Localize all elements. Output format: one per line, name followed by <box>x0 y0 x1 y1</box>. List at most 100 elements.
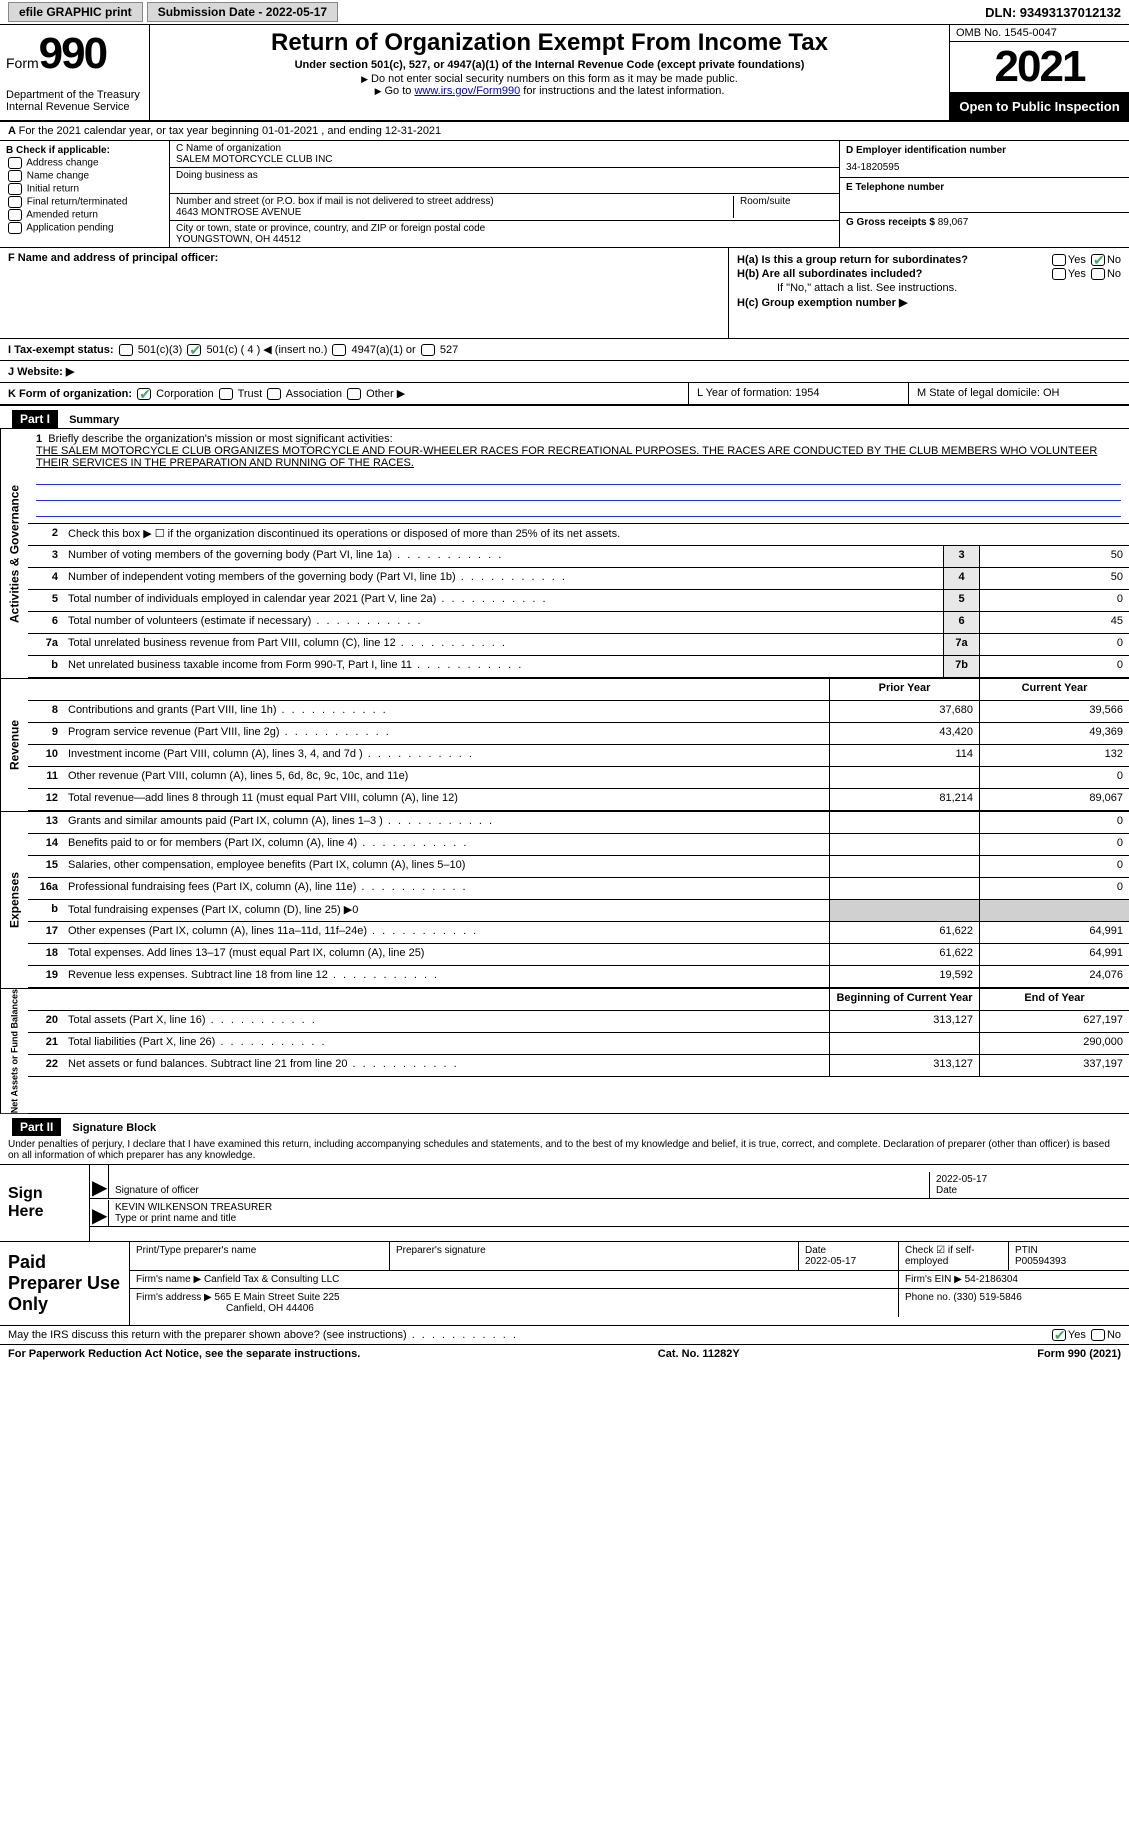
amended-return-label: Amended return <box>26 210 98 221</box>
name-change-checkbox[interactable] <box>8 170 22 182</box>
netassets-vtab: Net Assets or Fund Balances <box>0 989 28 1113</box>
line10-curr: 132 <box>979 745 1129 766</box>
line9-prior: 43,420 <box>829 723 979 744</box>
yes-label: Yes <box>1068 268 1086 280</box>
501c-checkbox[interactable] <box>187 344 201 356</box>
tax-year: 2021 <box>950 42 1129 93</box>
corp-checkbox[interactable] <box>137 388 151 400</box>
initial-return-label: Initial return <box>27 184 79 195</box>
assoc-checkbox[interactable] <box>267 388 281 400</box>
expenses-vtab: Expenses <box>0 812 28 988</box>
prep-print-label: Print/Type preparer's name <box>136 1245 256 1256</box>
room-label: Room/suite <box>733 196 833 218</box>
firm-ein-label: Firm's EIN ▶ <box>905 1274 962 1285</box>
ein-value: 34-1820595 <box>846 162 1123 173</box>
amended-return-checkbox[interactable] <box>8 209 22 221</box>
line6-desc: Total number of volunteers (estimate if … <box>64 612 943 633</box>
street-label: Number and street (or P.O. box if mail i… <box>176 196 733 207</box>
firm-addr1: 565 E Main Street Suite 225 <box>215 1292 340 1303</box>
501c-label: 501(c) ( 4 ) ◀ (insert no.) <box>206 344 327 356</box>
line6-box: 6 <box>943 612 979 633</box>
phone-label: E Telephone number <box>846 182 944 193</box>
form-subtitle: Under section 501(c), 527, or 4947(a)(1)… <box>158 59 941 71</box>
current-year-hdr: Current Year <box>979 679 1129 700</box>
line8-desc: Contributions and grants (Part VIII, lin… <box>64 701 829 722</box>
line20-prior: 313,127 <box>829 1011 979 1032</box>
no-label: No <box>1107 268 1121 280</box>
discuss-yes-checkbox[interactable] <box>1052 1329 1066 1341</box>
initial-return-checkbox[interactable] <box>8 183 22 195</box>
ha-no-checkbox[interactable] <box>1091 254 1105 266</box>
ha-yes-checkbox[interactable] <box>1052 254 1066 266</box>
part2-badge: Part II <box>12 1118 61 1136</box>
part1-header: Part I Summary <box>0 406 1129 428</box>
revenue-section: Revenue Prior YearCurrent Year 8Contribu… <box>0 678 1129 811</box>
street-value: 4643 MONTROSE AVENUE <box>176 207 733 218</box>
irs-label: Internal Revenue Service <box>6 101 143 113</box>
expenses-section: Expenses 13Grants and similar amounts pa… <box>0 811 1129 988</box>
part2-header: Part II Signature Block <box>0 1114 1129 1136</box>
org-name-label: C Name of organization <box>176 143 833 154</box>
line19-curr: 24,076 <box>979 966 1129 987</box>
sig-date: 2022-05-17 <box>936 1174 987 1185</box>
mission-label: Briefly describe the organization's miss… <box>48 433 392 445</box>
part1-badge: Part I <box>12 410 58 428</box>
firm-addr-label: Firm's address ▶ <box>136 1292 212 1303</box>
efile-print-button[interactable]: efile GRAPHIC print <box>8 2 143 22</box>
firm-name: Canfield Tax & Consulting LLC <box>204 1274 339 1285</box>
trust-checkbox[interactable] <box>219 388 233 400</box>
501c3-checkbox[interactable] <box>119 344 133 356</box>
mission-blank-line <box>36 487 1121 501</box>
hb-no-checkbox[interactable] <box>1091 268 1105 280</box>
tax-exempt-row: I Tax-exempt status: 501(c)(3) 501(c) ( … <box>0 339 1129 361</box>
line21-curr: 290,000 <box>979 1033 1129 1054</box>
f-label: F Name and address of principal officer: <box>8 252 218 264</box>
line18-curr: 64,991 <box>979 944 1129 965</box>
sig-arrow-icon: ▶ <box>90 1178 108 1198</box>
address-change-checkbox[interactable] <box>8 157 22 169</box>
irs-link[interactable]: www.irs.gov/Form990 <box>414 85 520 97</box>
efile-topbar: efile GRAPHIC print Submission Date - 20… <box>0 0 1129 25</box>
klm-row: K Form of organization: Corporation Trus… <box>0 383 1129 406</box>
line7b-val: 0 <box>979 656 1129 677</box>
final-return-checkbox[interactable] <box>8 196 22 208</box>
discuss-no-checkbox[interactable] <box>1091 1329 1105 1341</box>
line5-box: 5 <box>943 590 979 611</box>
line7b-box: 7b <box>943 656 979 677</box>
line21-desc: Total liabilities (Part X, line 26) <box>64 1033 829 1054</box>
4947-checkbox[interactable] <box>332 344 346 356</box>
app-pending-checkbox[interactable] <box>8 222 22 234</box>
line12-desc: Total revenue—add lines 8 through 11 (mu… <box>64 789 829 810</box>
city-value: YOUNGSTOWN, OH 44512 <box>176 234 833 245</box>
form-header: Form990 Department of the Treasury Inter… <box>0 25 1129 122</box>
line21-prior <box>829 1033 979 1054</box>
begin-year-hdr: Beginning of Current Year <box>829 989 979 1010</box>
line16a-curr: 0 <box>979 878 1129 899</box>
address-change-label: Address change <box>26 158 98 169</box>
mission-blank-line <box>36 471 1121 485</box>
line7b-desc: Net unrelated business taxable income fr… <box>64 656 943 677</box>
form-title: Return of Organization Exempt From Incom… <box>158 29 941 57</box>
hb-yes-checkbox[interactable] <box>1052 268 1066 280</box>
line22-prior: 313,127 <box>829 1055 979 1076</box>
other-checkbox[interactable] <box>347 388 361 400</box>
line22-desc: Net assets or fund balances. Subtract li… <box>64 1055 829 1076</box>
ein-label: D Employer identification number <box>846 145 1006 156</box>
line16b-desc: Total fundraising expenses (Part IX, col… <box>64 900 829 921</box>
line14-prior <box>829 834 979 855</box>
line14-desc: Benefits paid to or for members (Part IX… <box>64 834 829 855</box>
yes-label: Yes <box>1068 1329 1086 1341</box>
goto-post: for instructions and the latest informat… <box>520 85 724 97</box>
city-label: City or town, state or province, country… <box>176 223 833 234</box>
line9-curr: 49,369 <box>979 723 1129 744</box>
arrow-icon <box>361 73 371 85</box>
end-year-hdr: End of Year <box>979 989 1129 1010</box>
527-checkbox[interactable] <box>421 344 435 356</box>
line5-desc: Total number of individuals employed in … <box>64 590 943 611</box>
bcd-block: B Check if applicable: Address change Na… <box>0 141 1129 248</box>
k-label: K Form of organization: <box>8 388 132 400</box>
part1-title: Summary <box>61 414 119 426</box>
line16b-curr <box>979 900 1129 921</box>
submission-date-button[interactable]: Submission Date - 2022-05-17 <box>147 2 338 22</box>
i-label: I Tax-exempt status: <box>8 344 114 356</box>
